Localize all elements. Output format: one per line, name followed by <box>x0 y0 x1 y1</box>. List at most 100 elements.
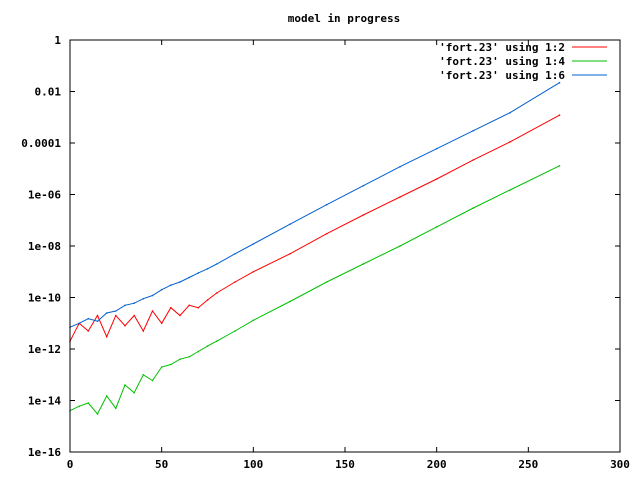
data-point <box>399 196 401 198</box>
data-point <box>115 310 117 312</box>
data-point <box>509 111 511 114</box>
x-tick-label: 200 <box>427 458 447 471</box>
data-point <box>558 114 561 116</box>
data-point <box>115 407 117 410</box>
data-point <box>105 335 108 338</box>
data-point <box>115 314 117 317</box>
plot-frame <box>69 39 621 453</box>
data-point <box>133 391 135 394</box>
data-point <box>215 340 218 343</box>
y-tick-label: 1e-14 <box>28 395 61 408</box>
data-point <box>188 356 190 358</box>
y-tick-label: 0.01 <box>35 86 62 99</box>
x-tick-label: 300 <box>610 458 630 471</box>
data-point <box>252 243 255 245</box>
data-point <box>362 263 365 265</box>
data-point <box>197 306 200 309</box>
data-point <box>234 253 236 255</box>
x-tick-label: 250 <box>518 458 538 471</box>
data-point <box>234 281 236 283</box>
data-point <box>78 405 80 408</box>
data-point <box>179 358 181 361</box>
data-point <box>151 379 154 382</box>
data-point <box>96 314 99 317</box>
y-tick-label: 0.0001 <box>21 137 61 150</box>
data-point <box>252 319 255 322</box>
axis-layer: 0 50 100 150 200 250 300 1e-16 1e-14 1e-12 1e-10 1e… <box>21 34 630 471</box>
data-point <box>96 413 99 415</box>
data-point <box>252 271 255 273</box>
data-point <box>160 366 163 368</box>
data-point <box>472 129 475 132</box>
data-point <box>105 312 108 314</box>
data-point <box>160 322 163 325</box>
legend-label: 'fort.23' using 1:4 <box>439 55 565 68</box>
x-tick-label: 0 <box>67 458 74 471</box>
data-point <box>509 189 511 191</box>
series-3 <box>69 81 561 329</box>
data-point <box>179 281 181 283</box>
legend: 'fort.23' using 1:2'fort.23' using 1:4'f… <box>439 41 607 82</box>
data-point <box>124 384 126 386</box>
data-point <box>234 330 236 332</box>
data-point <box>188 304 190 307</box>
x-tick-label: 150 <box>335 458 355 471</box>
data-point <box>206 268 209 270</box>
data-point <box>142 330 145 332</box>
data-point <box>151 294 154 297</box>
data-point <box>289 223 291 225</box>
data-point <box>197 272 200 274</box>
y-tick-label: 1e-06 <box>28 189 61 202</box>
data-point <box>325 203 328 206</box>
legend-label: 'fort.23' using 1:6 <box>439 69 565 82</box>
data-point <box>170 284 172 287</box>
data-point <box>124 324 126 327</box>
data-point <box>142 374 145 376</box>
data-point <box>472 159 475 161</box>
data-point <box>78 322 80 325</box>
data-point <box>197 350 200 353</box>
data-point <box>399 165 401 168</box>
data-point <box>133 302 135 305</box>
data-point <box>160 288 163 291</box>
data-point <box>558 81 561 84</box>
data-point <box>87 317 90 320</box>
data-point <box>289 300 291 303</box>
data-point <box>472 207 475 209</box>
data-point <box>325 232 328 235</box>
x-tick-label: 100 <box>243 458 263 471</box>
data-point <box>87 330 90 332</box>
data-point <box>206 345 209 347</box>
series-layer <box>69 81 561 415</box>
data-point <box>435 178 438 180</box>
y-tick-label: 1e-08 <box>28 240 61 253</box>
data-point <box>558 165 561 167</box>
data-point <box>170 306 172 309</box>
y-tick-label: 1e-12 <box>28 343 61 356</box>
data-point <box>362 184 365 187</box>
x-tick-label: 50 <box>155 458 168 471</box>
data-point <box>124 304 126 307</box>
y-tick-label: 1e-16 <box>28 446 61 459</box>
data-point <box>362 214 365 216</box>
legend-label: 'fort.23' using 1:2 <box>439 41 565 54</box>
data-point <box>96 320 99 323</box>
data-point <box>325 281 328 283</box>
data-point <box>170 363 172 366</box>
data-point <box>435 147 438 150</box>
data-point <box>435 226 438 228</box>
y-tick-label: 1 <box>54 34 61 47</box>
data-point <box>105 395 108 397</box>
chart-title: model in progress <box>288 12 401 25</box>
y-tick-label: 1e-10 <box>28 292 61 305</box>
data-point <box>399 245 401 247</box>
data-point <box>151 310 154 312</box>
data-point <box>188 276 190 279</box>
data-point <box>179 314 181 317</box>
data-point <box>509 141 511 143</box>
data-point <box>133 314 135 317</box>
data-point <box>215 263 218 265</box>
data-point <box>215 292 218 294</box>
